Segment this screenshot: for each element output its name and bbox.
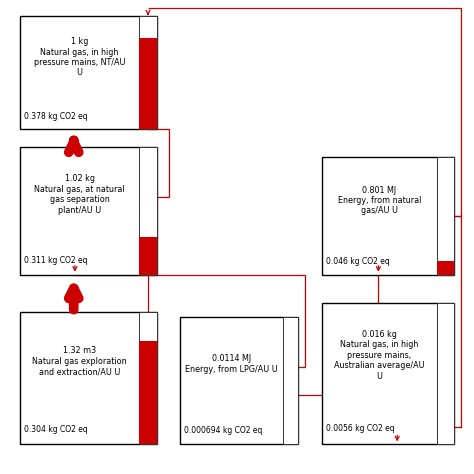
Text: 1.32 m3
Natural gas exploration
and extraction/AU U: 1.32 m3 Natural gas exploration and extr… [32,346,127,376]
Bar [283,317,298,444]
Text: 0.000694 kg CO2 eq: 0.000694 kg CO2 eq [184,426,263,435]
Bar [20,16,157,128]
Text: 0.046 kg CO2 eq: 0.046 kg CO2 eq [326,257,389,266]
Bar [181,317,298,444]
Text: 0.378 kg CO2 eq: 0.378 kg CO2 eq [24,112,88,121]
Text: 0.801 MJ
Energy, from natural
gas/AU U: 0.801 MJ Energy, from natural gas/AU U [337,186,421,215]
Text: 0.304 kg CO2 eq: 0.304 kg CO2 eq [24,425,88,434]
Bar [139,237,157,275]
Bar [139,16,157,128]
Bar [20,312,157,444]
Text: 0.0114 MJ
Energy, from LPG/AU U: 0.0114 MJ Energy, from LPG/AU U [185,355,278,374]
Bar [20,147,157,275]
Text: 0.0056 kg CO2 eq: 0.0056 kg CO2 eq [326,424,394,433]
Bar [139,38,157,128]
Bar [437,157,454,275]
Bar [437,261,454,275]
Bar [139,312,157,444]
Text: 1.02 kg
Natural gas, at natural
gas separation
plant/AU U: 1.02 kg Natural gas, at natural gas sepa… [35,174,125,215]
Bar [139,341,157,444]
Text: 1 kg
Natural gas, in high
pressure mains, NT/AU
U: 1 kg Natural gas, in high pressure mains… [34,37,126,77]
Text: 0.016 kg
Natural gas, in high
pressure mains,
Australian average/AU
U: 0.016 kg Natural gas, in high pressure m… [334,330,425,381]
Bar [139,147,157,275]
Bar [322,303,454,444]
Text: 0.311 kg CO2 eq: 0.311 kg CO2 eq [24,256,88,265]
Bar [437,303,454,444]
Bar [322,157,454,275]
